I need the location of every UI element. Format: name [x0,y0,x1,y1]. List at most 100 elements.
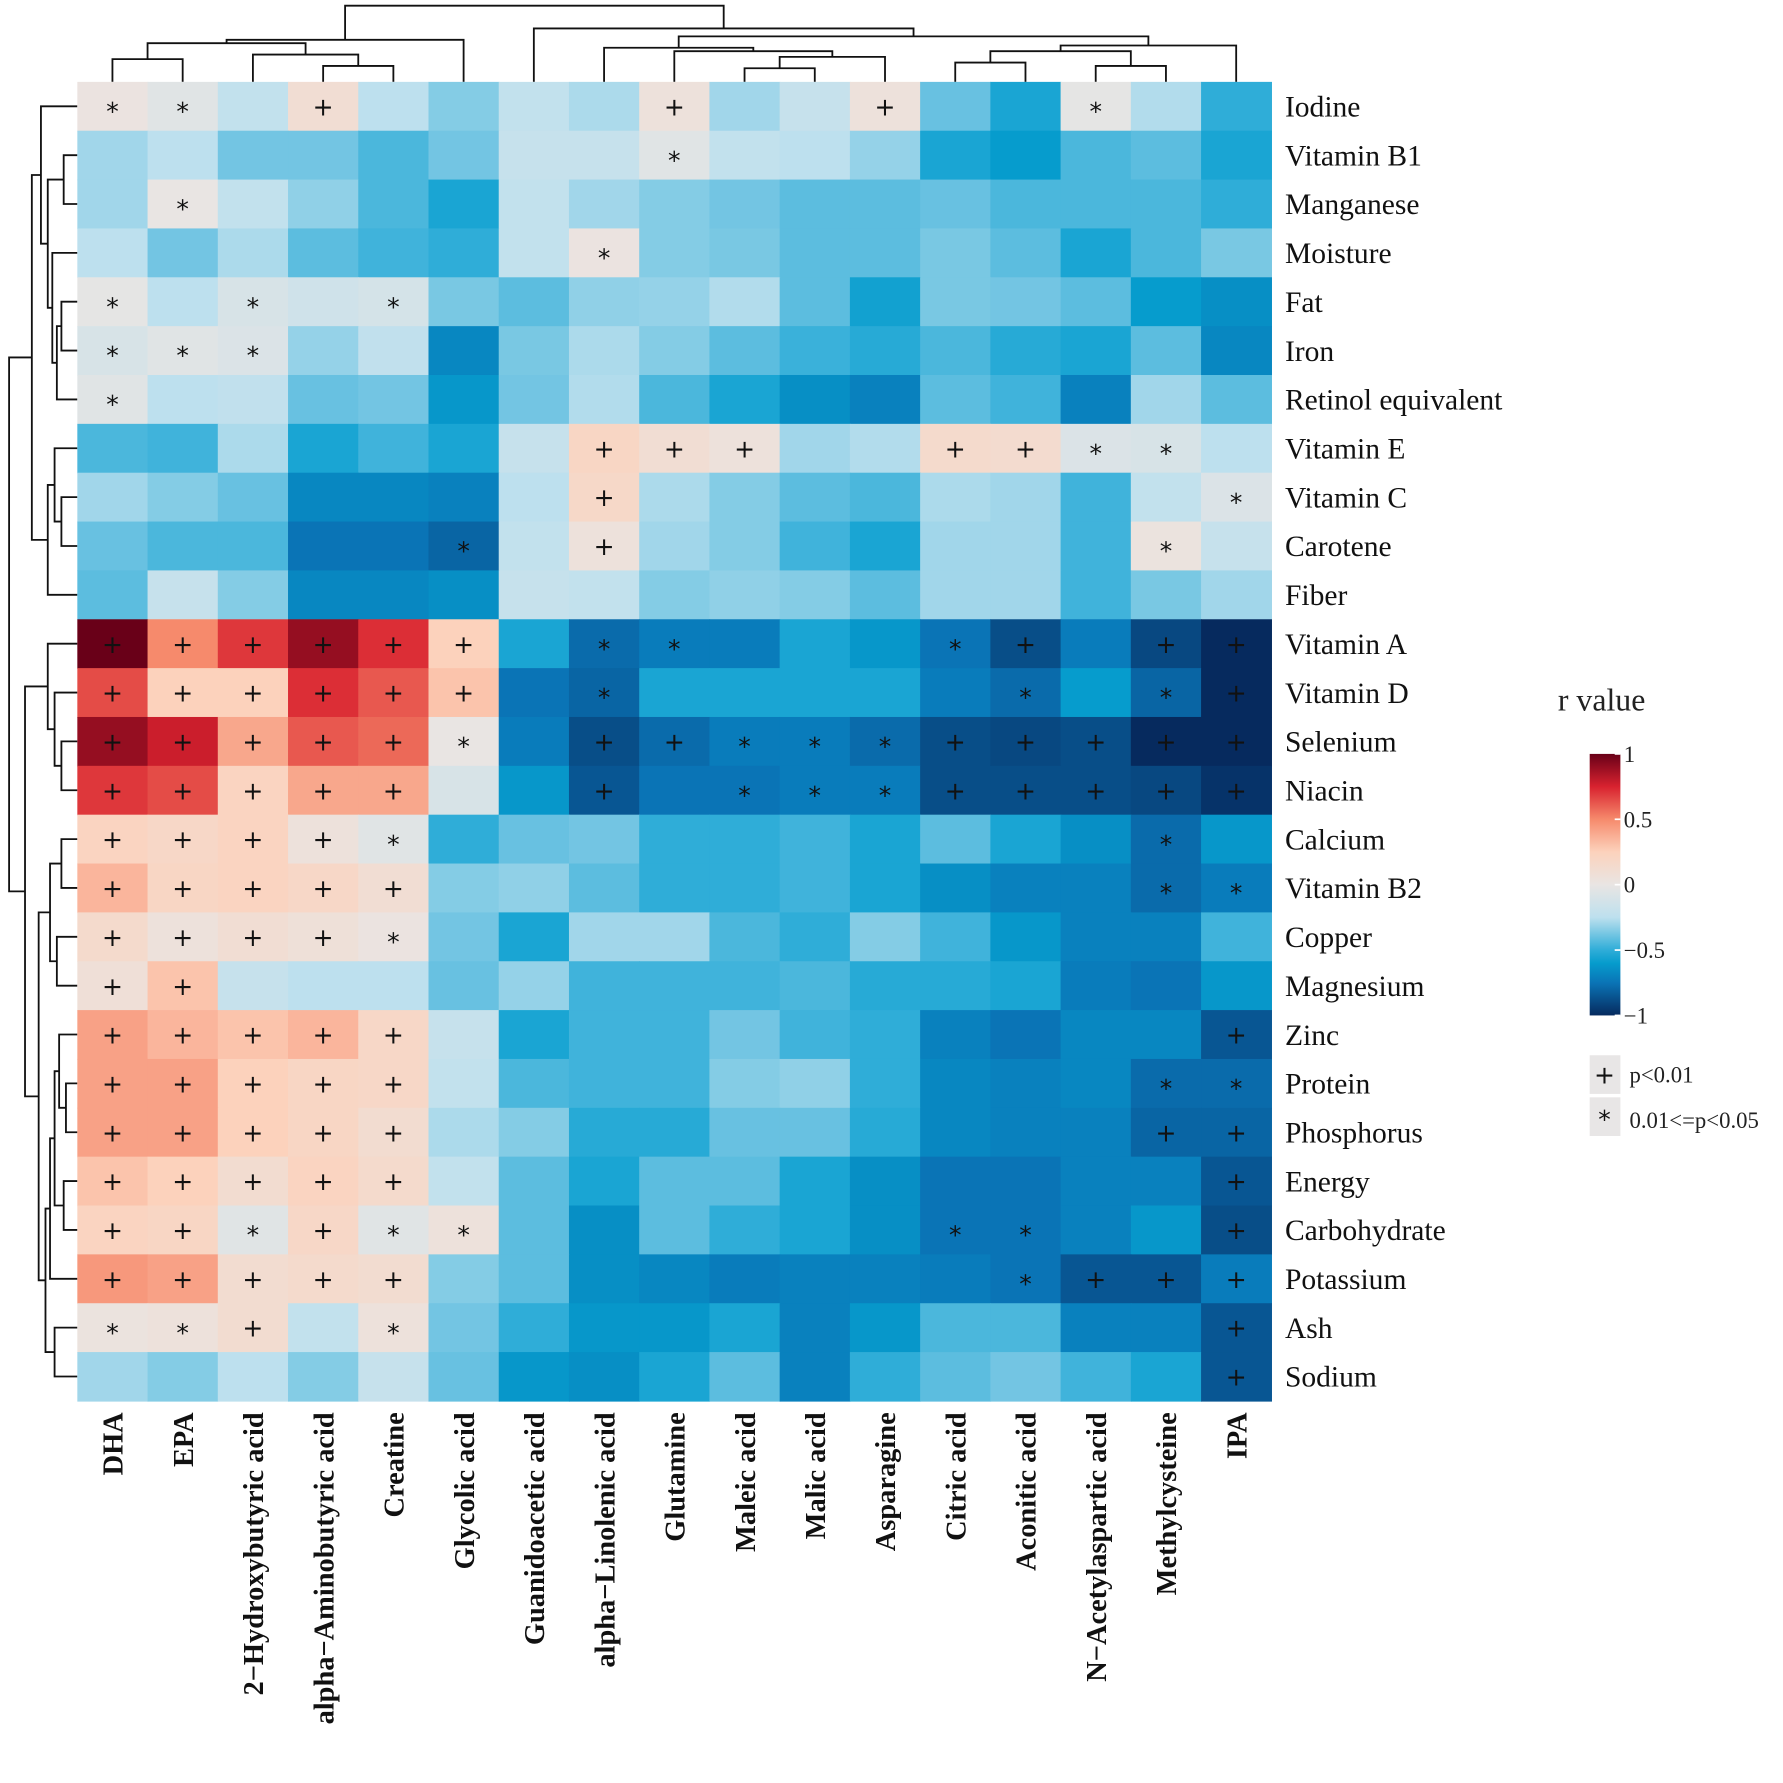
heatmap-cell [288,423,359,474]
significance-mark: + [383,874,404,903]
column-label: N−Acetylaspartic acid [1082,1412,1113,1682]
heatmap-cell [990,570,1062,620]
heatmap-cell [568,716,640,767]
heatmap-cell [217,81,289,132]
heatmap-cell [849,619,921,669]
heatmap-cell [1130,961,1202,1011]
heatmap-cell [1130,130,1202,181]
heatmap-cell [77,619,149,669]
heatmap-cell [358,814,430,865]
heatmap-cell [147,668,219,718]
heatmap-cell [428,1254,500,1304]
heatmap-cell [1201,1058,1272,1109]
significance-mark: + [1155,727,1176,756]
significance-mark: * [1019,1221,1032,1250]
legend-plus-swatch [1589,1055,1621,1094]
heatmap-cell [990,130,1062,181]
heatmap-cell [498,1107,570,1158]
heatmap-cell [568,765,640,816]
heatmap-cell [709,814,781,865]
row-label: Vitamin D [1285,678,1409,710]
row-label: Vitamin B1 [1285,140,1422,172]
heatmap-cells [77,81,1272,1402]
heatmap-cell [147,1205,219,1256]
heatmap-cell [639,1010,711,1060]
heatmap-cell [568,1156,640,1207]
heatmap-cell [639,570,711,620]
heatmap-cell [568,863,640,914]
heatmap-cell [1201,1205,1272,1256]
heatmap-cell [920,1058,992,1109]
heatmap-cell [358,961,430,1011]
heatmap-cell [77,912,149,962]
significance-mark: + [313,776,334,805]
heatmap-cell [568,521,640,572]
heatmap-cell [77,1352,149,1402]
heatmap-cell [709,130,781,181]
heatmap-cell [568,81,640,132]
heatmap-cell [358,228,430,278]
significance-mark: + [242,1265,263,1294]
significance-mark: * [387,292,400,321]
heatmap-cell [147,423,219,474]
heatmap-cell [1060,472,1132,523]
dendrogram-branch [40,105,78,245]
heatmap-cell [568,1107,640,1158]
dendrogram-branch [46,484,78,596]
heatmap-cell [217,472,289,523]
heatmap-cell [709,863,781,914]
heatmap-cell [849,423,921,474]
significance-mark: + [1226,679,1247,708]
heatmap-cell [568,912,640,962]
colorbar-tick-label: 1 [1624,742,1635,767]
heatmap-cell [217,668,289,718]
heatmap-cell [709,1254,781,1304]
heatmap-cell [428,716,500,767]
heatmap-cell [849,1107,921,1158]
heatmap-cell [779,521,851,572]
heatmap-cell [709,912,781,962]
heatmap-cell [428,863,500,914]
heatmap-cell [428,1205,500,1256]
heatmap-cell [568,179,640,230]
heatmap-cell [77,472,149,523]
heatmap-cell [849,374,921,425]
significance-mark: + [313,1021,334,1050]
heatmap-cell [358,668,430,718]
heatmap-cell [920,570,992,620]
heatmap-cell [1201,912,1272,962]
heatmap-cell [358,912,430,962]
heatmap-cell [1060,863,1132,914]
colorbar-tick-label: 0.5 [1624,807,1652,832]
column-label: Guanidoacetic acid [520,1412,551,1645]
heatmap-cell [1060,1156,1132,1207]
heatmap-cell [709,668,781,718]
heatmap-cell [1060,277,1132,327]
heatmap-cell [779,1107,851,1158]
significance-mark: + [172,727,193,756]
significance-mark: + [102,630,123,659]
heatmap-cell [709,277,781,327]
heatmap-cell [147,912,219,962]
significance-mark: + [945,434,966,463]
significance-mark: * [879,781,892,810]
heatmap-cell [1130,1058,1202,1109]
heatmap-cell [217,1010,289,1060]
heatmap-cell [1201,570,1272,620]
heatmap-cell [217,619,289,669]
heatmap-cell [568,277,640,327]
heatmap-cell [920,716,992,767]
dendrogram-branch [60,300,78,352]
heatmap-cell [639,716,711,767]
heatmap-cell [639,179,711,230]
heatmap-cell [849,277,921,327]
column-label: Glycolic acid [450,1412,481,1569]
heatmap-cell [639,1107,711,1158]
significance-mark: * [879,732,892,761]
heatmap-cell [1201,277,1272,327]
significance-mark: + [102,679,123,708]
significance-mark: + [664,92,685,121]
heatmap-cell [990,472,1062,523]
colorbar-tick-label: −1 [1624,1003,1648,1028]
heatmap-cell [77,1156,149,1207]
